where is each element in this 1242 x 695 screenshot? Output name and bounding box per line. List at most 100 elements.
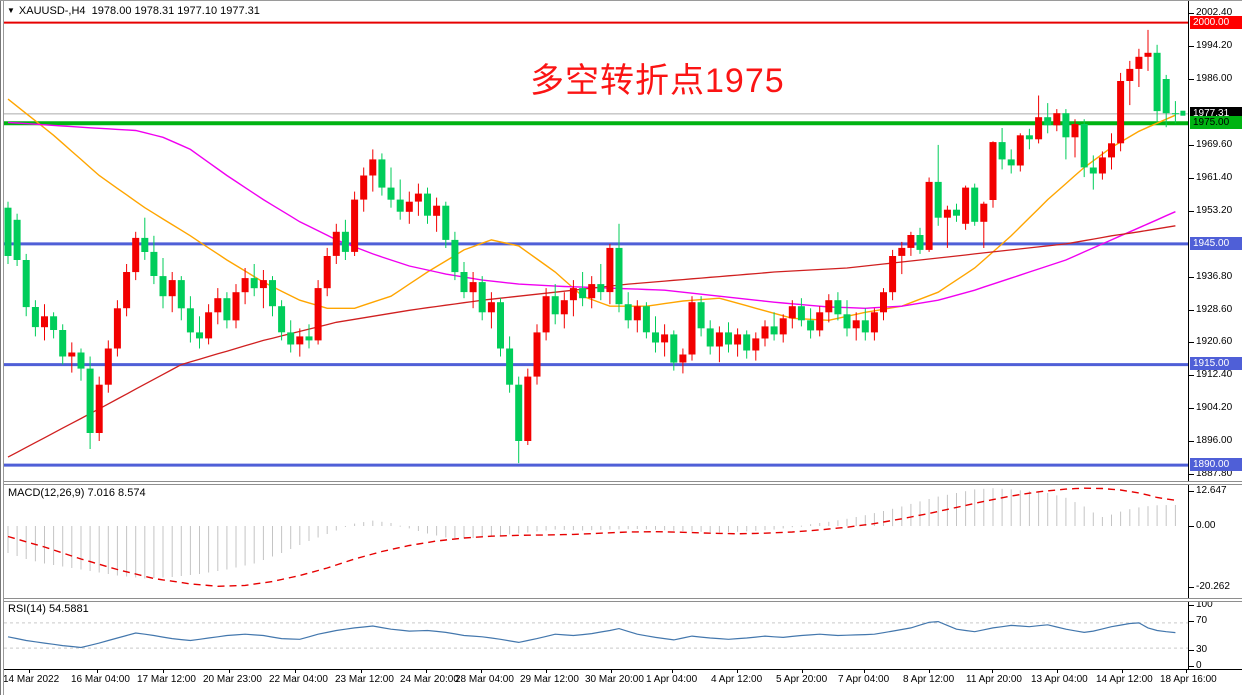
macd-histogram-bar: [846, 518, 848, 526]
macd-histogram-bar: [864, 515, 866, 526]
macd-histogram-bar: [53, 526, 55, 565]
macd-histogram-bar: [937, 496, 939, 526]
candle-body: [41, 316, 48, 328]
macd-histogram-bar: [609, 526, 611, 530]
macd-histogram-bar: [281, 526, 283, 553]
macd-histogram-bar: [810, 524, 812, 526]
macd-histogram-bar: [427, 526, 428, 534]
candle-body: [1108, 143, 1115, 158]
price-tick-mark: [1189, 310, 1194, 311]
candle-body: [1053, 113, 1061, 126]
time-tick-mark: [737, 669, 738, 673]
panel-separator-macd[interactable]: [0, 481, 1242, 485]
macd-axis-label: 0.00: [1196, 520, 1216, 531]
macd-histogram-bar: [171, 526, 173, 577]
macd-histogram-bar: [873, 513, 875, 526]
macd-histogram-bar: [144, 526, 146, 579]
candle-body: [59, 330, 67, 357]
candle-body: [177, 280, 185, 309]
price-axis-label: 1887.80: [1196, 468, 1233, 479]
rsi-tick-mark: [1189, 621, 1194, 622]
macd-histogram-bar: [408, 526, 410, 529]
chart-header[interactable]: ▼ XAUUSD-,H4 1978.00 1978.31 1977.10 1977…: [7, 5, 260, 17]
rsi-axis-label: 100: [1196, 599, 1213, 610]
time-tick-mark: [1122, 669, 1123, 673]
macd-histogram-bar: [755, 526, 757, 531]
candle-body: [469, 282, 477, 293]
price-tick-mark: [1189, 277, 1194, 278]
time-axis-line: [0, 669, 1242, 670]
price-axis-label: 1969.60: [1196, 139, 1233, 150]
candle-body: [533, 332, 541, 377]
candle-body: [734, 334, 742, 345]
macd-histogram-bar: [290, 526, 292, 549]
candle-body: [989, 142, 997, 200]
price-axis-label: 1896.00: [1196, 435, 1233, 446]
candle-body: [807, 320, 815, 331]
macd-histogram-bar: [892, 508, 894, 527]
macd-histogram-bar: [782, 526, 784, 529]
macd-histogram-bar: [855, 517, 857, 526]
candle-body: [679, 354, 687, 363]
candle-wick: [946, 205, 948, 248]
price-axis-label: 1904.20: [1196, 402, 1233, 413]
macd-histogram-bar: [819, 523, 821, 526]
candle-body: [916, 235, 924, 250]
candle-body: [1144, 52, 1152, 57]
macd-histogram-bar: [1047, 493, 1049, 526]
time-tick-mark: [992, 669, 993, 673]
candle-body: [797, 306, 805, 321]
price-axis-label: 1912.40: [1196, 369, 1233, 380]
candle-body: [4, 207, 12, 256]
collapse-ohlc-icon[interactable]: ▼: [7, 6, 15, 15]
macd-histogram-bar: [335, 526, 337, 531]
candle-body: [323, 256, 331, 289]
symbol-period-label: XAUUSD-,H4: [18, 5, 86, 17]
macd-signal-line: [7, 487, 1176, 588]
candle-body: [642, 306, 650, 333]
candle-body: [259, 280, 267, 289]
macd-histogram-bar: [673, 526, 675, 531]
macd-histogram-bar: [828, 521, 830, 526]
candle-body: [196, 332, 203, 339]
candle-wick: [262, 270, 264, 309]
macd-histogram-bar: [107, 526, 109, 574]
candle-wick: [1174, 101, 1176, 124]
panel-separator-rsi[interactable]: [0, 598, 1242, 602]
time-tick-mark: [481, 669, 482, 673]
macd-histogram-bar: [189, 526, 191, 575]
price-axis-badge: 1890.00: [1190, 458, 1242, 471]
macd-histogram-bar: [399, 525, 401, 527]
candle-body: [779, 318, 787, 335]
time-tick-mark: [97, 669, 98, 673]
ma-slow-darkred: [7, 225, 1176, 458]
price-tick-mark: [1189, 79, 1194, 80]
candle-body: [880, 292, 887, 313]
price-axis-label: 1936.80: [1196, 271, 1233, 282]
candle-body: [907, 235, 915, 248]
price-axis-badge: 1945.00: [1190, 237, 1242, 250]
macd-histogram-bar: [928, 499, 930, 526]
rsi-axis-label: 70: [1196, 615, 1208, 626]
candle-body: [95, 384, 103, 433]
macd-histogram-bar: [62, 526, 64, 567]
macd-histogram-bar: [262, 526, 264, 560]
macd-group: [7, 487, 1176, 588]
macd-histogram-bar: [901, 506, 903, 526]
macd-histogram-bar: [326, 526, 328, 534]
macd-histogram-bar: [162, 526, 164, 578]
candle-body: [1025, 135, 1033, 140]
price-axis-label: 1920.60: [1196, 336, 1233, 347]
time-axis-label: 18 Apr 16:00: [1160, 674, 1217, 685]
time-axis-label: 28 Mar 04:00: [455, 674, 514, 685]
candle-wick: [1147, 29, 1149, 71]
candle-body: [1126, 68, 1134, 81]
price-tick-mark: [1189, 375, 1194, 376]
candle-body: [962, 187, 970, 224]
macd-histogram-bar: [354, 523, 356, 526]
rsi-tick-mark: [1189, 605, 1194, 606]
rsi-axis-label: 0: [1196, 660, 1202, 671]
time-tick-mark: [611, 669, 612, 673]
